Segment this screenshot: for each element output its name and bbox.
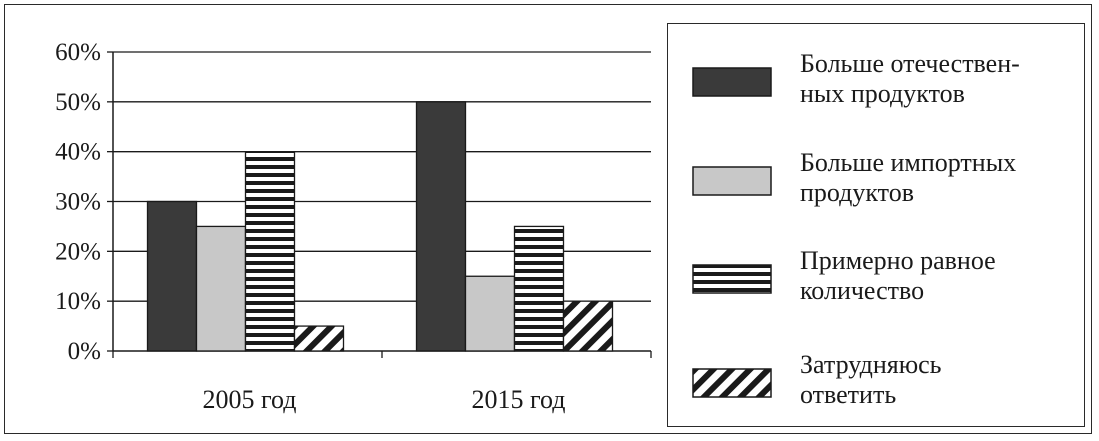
legend-label-line: количество (800, 276, 925, 305)
y-tick-label: 30% (55, 189, 101, 216)
legend-swatch (692, 264, 772, 294)
y-tick-label: 60% (55, 39, 101, 66)
bar (146, 200, 198, 352)
legend-label-line: Затрудняюсь (800, 350, 942, 379)
legend-item: Больше импортных продуктов (668, 148, 1084, 228)
legend-item: Примерно равное количество (668, 246, 1084, 326)
bar (415, 101, 467, 352)
y-tick-label: 40% (55, 139, 101, 166)
bar (195, 225, 247, 352)
y-tick-label: 0% (68, 338, 101, 365)
legend-label: Больше импортных продуктов (800, 148, 1075, 208)
y-tick-label: 50% (55, 89, 101, 116)
legend-label-line: ных продуктов (800, 79, 965, 108)
legend-swatch (692, 368, 772, 398)
chart-frame: 0% 10% 20% 30% 40% 50% 60% 2005 год 2015 год Бол… (4, 4, 1092, 434)
legend-swatch (692, 67, 772, 97)
legend-item: Затрудняюсь ответить (668, 350, 1084, 430)
bar (293, 325, 345, 352)
bar (464, 275, 516, 352)
bar (513, 225, 565, 352)
x-category-label: 2005 год (203, 385, 297, 414)
bar (244, 151, 296, 352)
legend-label-line: Примерно равное (800, 246, 996, 275)
bar (562, 300, 614, 352)
legend-swatch (692, 166, 772, 196)
axis-labels: 0% 10% 20% 30% 40% 50% 60% 2005 год 2015 год (55, 39, 565, 414)
legend: Больше отечествен-ных продуктов Больше им… (667, 23, 1085, 427)
legend-label: Затрудняюсь ответить (800, 350, 1075, 410)
bar-chart: 0% 10% 20% 30% 40% 50% 60% 2005 год 2015 год (55, 39, 652, 414)
legend-label: Примерно равное количество (800, 246, 1075, 306)
legend-label: Больше отечествен-ных продуктов (800, 49, 1075, 109)
y-tick-label: 10% (55, 288, 101, 315)
x-category-label: 2015 год (472, 385, 566, 414)
legend-item: Больше отечествен-ных продуктов (668, 49, 1084, 129)
y-tick-label: 20% (55, 238, 101, 265)
legend-label-line: ответить (800, 380, 897, 409)
legend-label-line: продуктов (800, 178, 914, 207)
legend-label-line: Больше отечествен- (800, 49, 1020, 78)
legend-label-line: Больше импортных (800, 148, 1017, 177)
bars (146, 101, 614, 352)
